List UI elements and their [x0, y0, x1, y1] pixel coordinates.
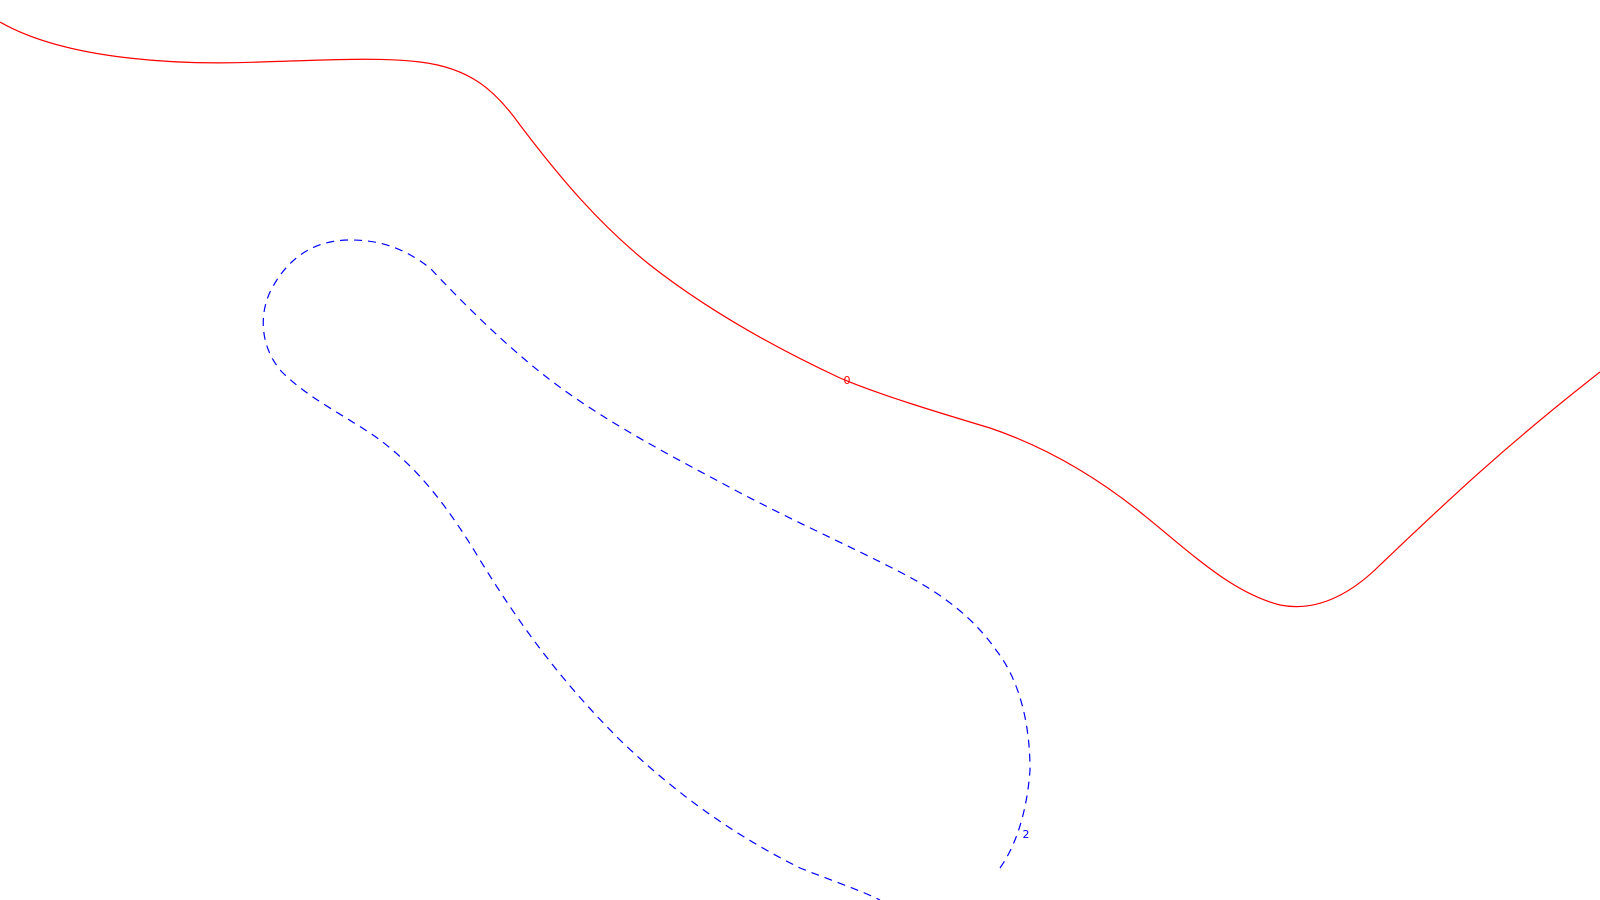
contour-label-2: 2 [1023, 828, 1030, 841]
contour-line-0 [0, 21, 1600, 608]
contour-label-0: 0 [844, 374, 851, 387]
contour-line-2 [262, 239, 1031, 900]
